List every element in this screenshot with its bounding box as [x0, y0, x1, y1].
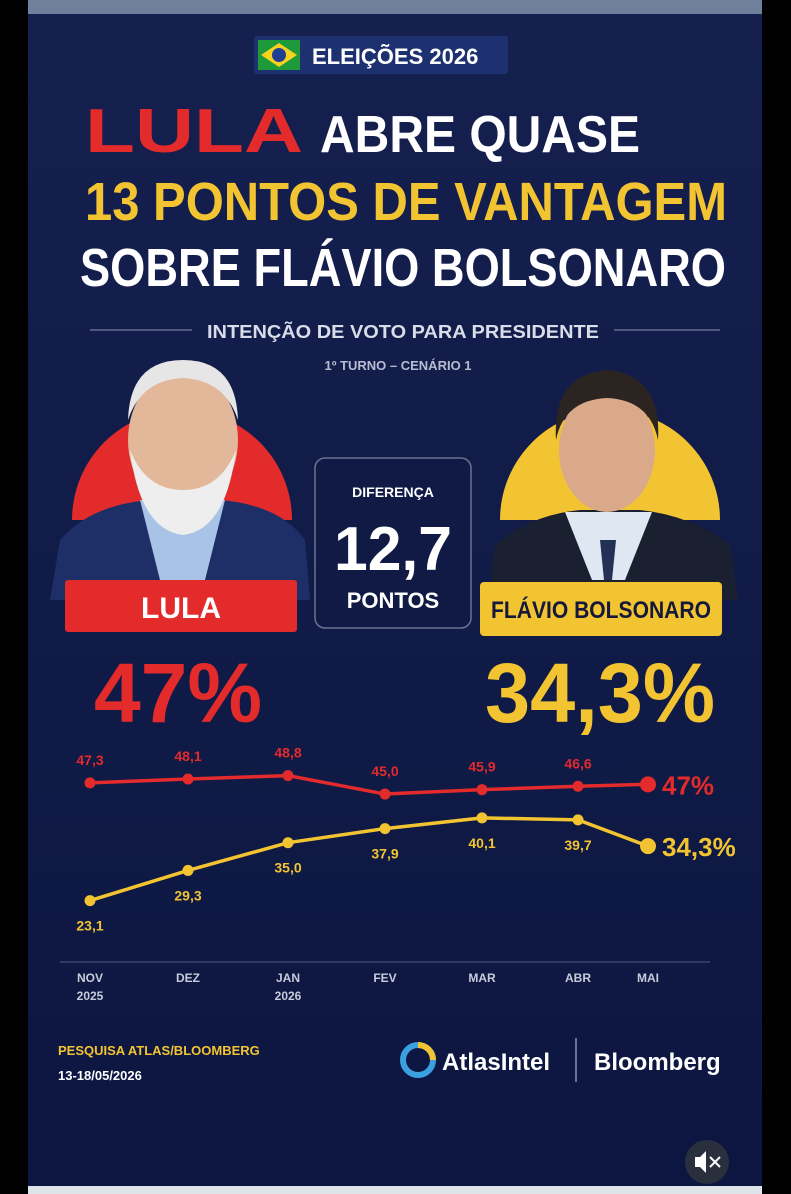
data-label: 35,0	[274, 860, 301, 876]
portrait-face	[559, 388, 655, 512]
atlas-icon	[417, 1042, 436, 1061]
portrait-hair	[128, 360, 238, 420]
data-point	[640, 776, 656, 793]
line-chart: NOV 2025 DEZ JAN 2026 FEV MAR ABR MAI 47,3 48,1 48,…	[60, 745, 736, 1003]
headline-red: LULA	[85, 97, 303, 166]
flag-circle	[272, 48, 286, 62]
candidate-label-box	[480, 582, 722, 636]
difference-box	[314, 457, 472, 629]
headline-line3: SOBRE FLÁVIO BOLSONARO	[80, 238, 726, 298]
data-point	[282, 770, 294, 782]
portrait-beard	[130, 450, 236, 535]
candidate-label-box	[65, 580, 297, 632]
difference-unit: PONTOS	[347, 588, 440, 613]
x-tick-label: JAN 2026	[275, 971, 302, 1003]
portrait-hair	[555, 370, 659, 440]
data-point	[379, 788, 391, 800]
data-label: 48,8	[274, 745, 301, 761]
data-label: 45,0	[371, 763, 398, 779]
data-label: 40,1	[468, 835, 495, 851]
badge-bg	[254, 36, 508, 74]
data-label: 29,3	[174, 887, 201, 903]
data-label: 47%	[662, 770, 714, 800]
mute-icon	[695, 1151, 706, 1173]
data-label: 45,9	[468, 759, 495, 775]
data-point	[182, 864, 194, 876]
mute-icon	[709, 1156, 721, 1168]
portrait-tie	[600, 540, 616, 580]
data-label: 37,9	[371, 846, 398, 862]
x-tick-label: MAR	[468, 971, 496, 985]
portrait-face	[128, 370, 238, 510]
data-point	[476, 812, 488, 824]
data-label: 46,6	[564, 755, 591, 771]
data-label: 39,7	[564, 837, 591, 853]
data-label: 48,1	[174, 748, 201, 764]
candidate-value: 34,3%	[485, 646, 715, 740]
difference-value: 12,7	[334, 515, 452, 584]
source: PESQUISA ATLAS/BLOOMBERG	[58, 1043, 260, 1058]
data-label: 23,1	[76, 918, 103, 934]
x-tick-label: MAI	[637, 971, 659, 985]
x-tick-label: NOV 2025	[77, 971, 104, 1003]
data-point	[182, 773, 194, 785]
candidate-value: 47%	[94, 646, 262, 740]
data-point	[379, 823, 391, 835]
data-label: 47,3	[76, 752, 103, 768]
top-strip	[28, 0, 762, 14]
mute-button[interactable]	[685, 1140, 729, 1184]
data-point	[84, 777, 96, 789]
difference-label: DIFERENÇA	[352, 484, 434, 500]
data-point	[282, 837, 294, 849]
x-tick-label: ABR	[565, 971, 591, 985]
scenario: 1º TURNO – CENÁRIO 1	[324, 358, 471, 373]
logo-atlas: AtlasIntel	[442, 1049, 550, 1076]
data-point	[572, 780, 584, 792]
subtitle: INTENÇÃO DE VOTO PARA PRESIDENTE	[207, 321, 599, 342]
data-point	[572, 814, 584, 826]
candidate-name: LULA	[141, 592, 221, 625]
data-label: 34,3%	[662, 832, 736, 862]
badge-text: ELEIÇÕES 2026	[312, 44, 478, 69]
data-point	[84, 895, 96, 907]
logo-bloomberg: Bloomberg	[594, 1049, 721, 1076]
headline-line2: 13 PONTOS DE VANTAGEM	[85, 172, 727, 232]
candidate-name: FLÁVIO BOLSONARO	[491, 596, 711, 624]
bottom-strip	[28, 1186, 762, 1194]
dates: 13-18/05/2026	[58, 1068, 142, 1083]
x-tick-label: DEZ	[176, 971, 200, 985]
data-point	[476, 784, 488, 796]
data-point	[640, 838, 656, 855]
headline-white: ABRE QUASE	[320, 106, 640, 164]
x-tick-label: FEV	[373, 971, 396, 985]
